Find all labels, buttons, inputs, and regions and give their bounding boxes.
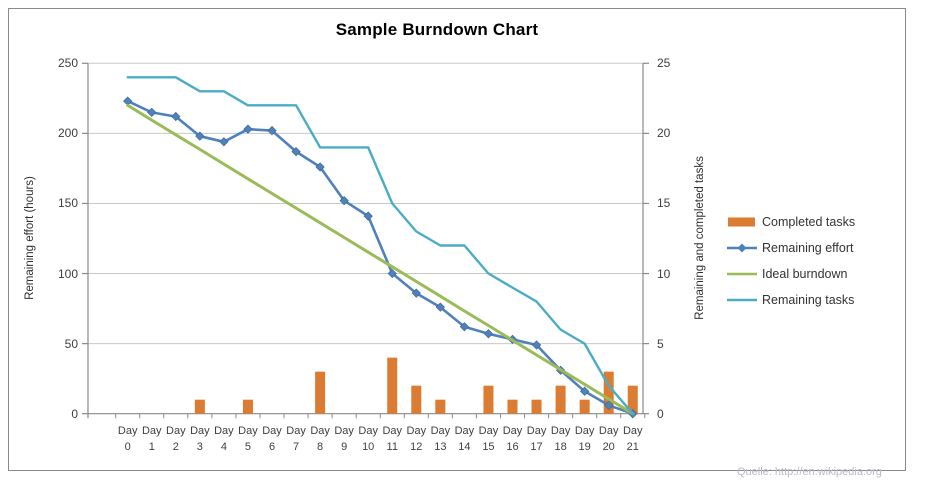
right-axis-tick-label: 10 [657, 266, 671, 281]
legend-label: Ideal burndown [762, 267, 848, 281]
line-swatch-icon [727, 268, 757, 280]
left-axis-tick-label: 150 [57, 196, 78, 211]
ideal-burndown-line [126, 103, 635, 416]
x-axis-tick-label: Day 6 [262, 425, 282, 453]
x-axis-tick-label: Day 17 [526, 425, 547, 453]
x-axis-tick-label: Day 2 [166, 425, 186, 453]
completed-tasks-bar [435, 399, 446, 414]
right-axis-tick-label: 5 [657, 336, 664, 351]
right-axis-tick-label: 0 [657, 406, 664, 421]
legend-label: Remaining tasks [762, 293, 855, 307]
remaining-effort-marker [363, 211, 373, 221]
x-axis-tick-label: Day 8 [310, 425, 330, 453]
completed-tasks-bar [507, 399, 518, 414]
legend-label: Remaining effort [762, 241, 854, 255]
completed-tasks-bar [627, 385, 638, 414]
x-axis-tick-label: Day 0 [117, 425, 138, 453]
remaining-effort-marker [531, 340, 542, 350]
remaining-effort-marker [315, 162, 325, 172]
remaining-tasks-line [126, 76, 634, 415]
x-axis-tick-label: Day 19 [574, 425, 595, 453]
legend-label: Completed tasks [762, 215, 856, 229]
remaining-effort-marker [147, 107, 157, 117]
completed-tasks-bar [194, 399, 205, 414]
line-swatch-icon [727, 294, 757, 306]
right-axis-tick-label: 15 [657, 196, 671, 211]
completed-tasks-bar [242, 399, 253, 414]
remaining-effort-marker [171, 111, 181, 122]
legend-item-ideal-burndown: Ideal burndown [727, 261, 855, 287]
completed-tasks-bar [315, 371, 326, 414]
x-axis-tick-label: Day 11 [382, 425, 403, 453]
x-axis-tick-label: Day 3 [190, 425, 210, 453]
completed-tasks-bar [411, 385, 422, 414]
completed-tasks-bar [555, 385, 566, 414]
remaining-effort-marker [339, 196, 349, 206]
x-axis-tick-label: Day 16 [502, 425, 523, 453]
x-axis-tick-label: Day 9 [334, 425, 354, 453]
chart-title: Sample Burndown Chart [335, 20, 539, 39]
remaining-effort-line [126, 99, 635, 416]
remaining-effort-marker [219, 137, 229, 147]
left-axis-tick-label: 200 [57, 126, 78, 141]
left-axis-tick-label: 250 [57, 56, 78, 71]
left-axis-title: Remaining effort (hours) [24, 176, 36, 300]
completed-tasks-bar [483, 385, 494, 414]
remaining-effort-marker [459, 322, 470, 332]
x-axis-tick-label: Day 4 [214, 425, 234, 453]
completed-tasks-bar [531, 399, 542, 414]
x-axis-tick-label: Day 15 [478, 425, 499, 453]
chart-frame [8, 8, 906, 471]
legend-item-remaining-effort: Remaining effort [727, 235, 855, 261]
legend-item-remaining-tasks: Remaining tasks [727, 287, 855, 313]
right-axis-tick-label: 20 [657, 126, 671, 141]
x-axis-tick-label: Day 13 [430, 425, 451, 453]
completed-tasks-bar [579, 399, 590, 414]
completed-tasks-bar [603, 371, 614, 414]
completed-tasks-bar [387, 357, 398, 414]
source-attribution: Quelle: http://en.wikipedia.org [737, 466, 882, 478]
right-axis-title: Remaining and completed tasks [694, 156, 706, 320]
line-diamond-swatch-icon [727, 242, 757, 254]
x-axis-tick-label: Day 5 [238, 425, 258, 453]
x-axis-tick-label: Day 1 [141, 425, 162, 453]
remaining-effort-marker [411, 288, 421, 298]
remaining-effort-marker [291, 146, 301, 157]
x-axis-tick-label: Day 20 [598, 425, 619, 453]
x-axis-tick-label: Day 18 [550, 425, 571, 453]
remaining-effort-marker [580, 386, 590, 396]
remaining-effort-marker [195, 131, 205, 141]
x-axis-tick-label: Day 21 [622, 425, 643, 453]
remaining-effort-marker [483, 329, 494, 339]
left-axis-tick-label: 100 [57, 266, 78, 281]
bar-swatch-icon [727, 217, 757, 227]
left-axis-tick-label: 0 [71, 406, 78, 421]
remaining-effort-marker [243, 124, 253, 134]
remaining-effort-marker [267, 125, 277, 136]
x-axis-tick-label: Day 10 [358, 425, 378, 453]
remaining-effort-marker [604, 400, 614, 410]
right-axis-tick-label: 25 [657, 56, 671, 71]
x-axis-tick-label: Day 12 [406, 425, 427, 453]
legend: Completed tasks Remaining effort Ideal b… [727, 209, 855, 313]
left-axis-tick-label: 50 [64, 336, 78, 351]
legend-item-completed-tasks: Completed tasks [727, 209, 855, 235]
remaining-effort-marker [435, 302, 445, 312]
remaining-effort-marker [387, 268, 397, 279]
x-axis-tick-label: Day 7 [286, 425, 306, 453]
x-axis-tick-label: Day 14 [454, 425, 475, 453]
